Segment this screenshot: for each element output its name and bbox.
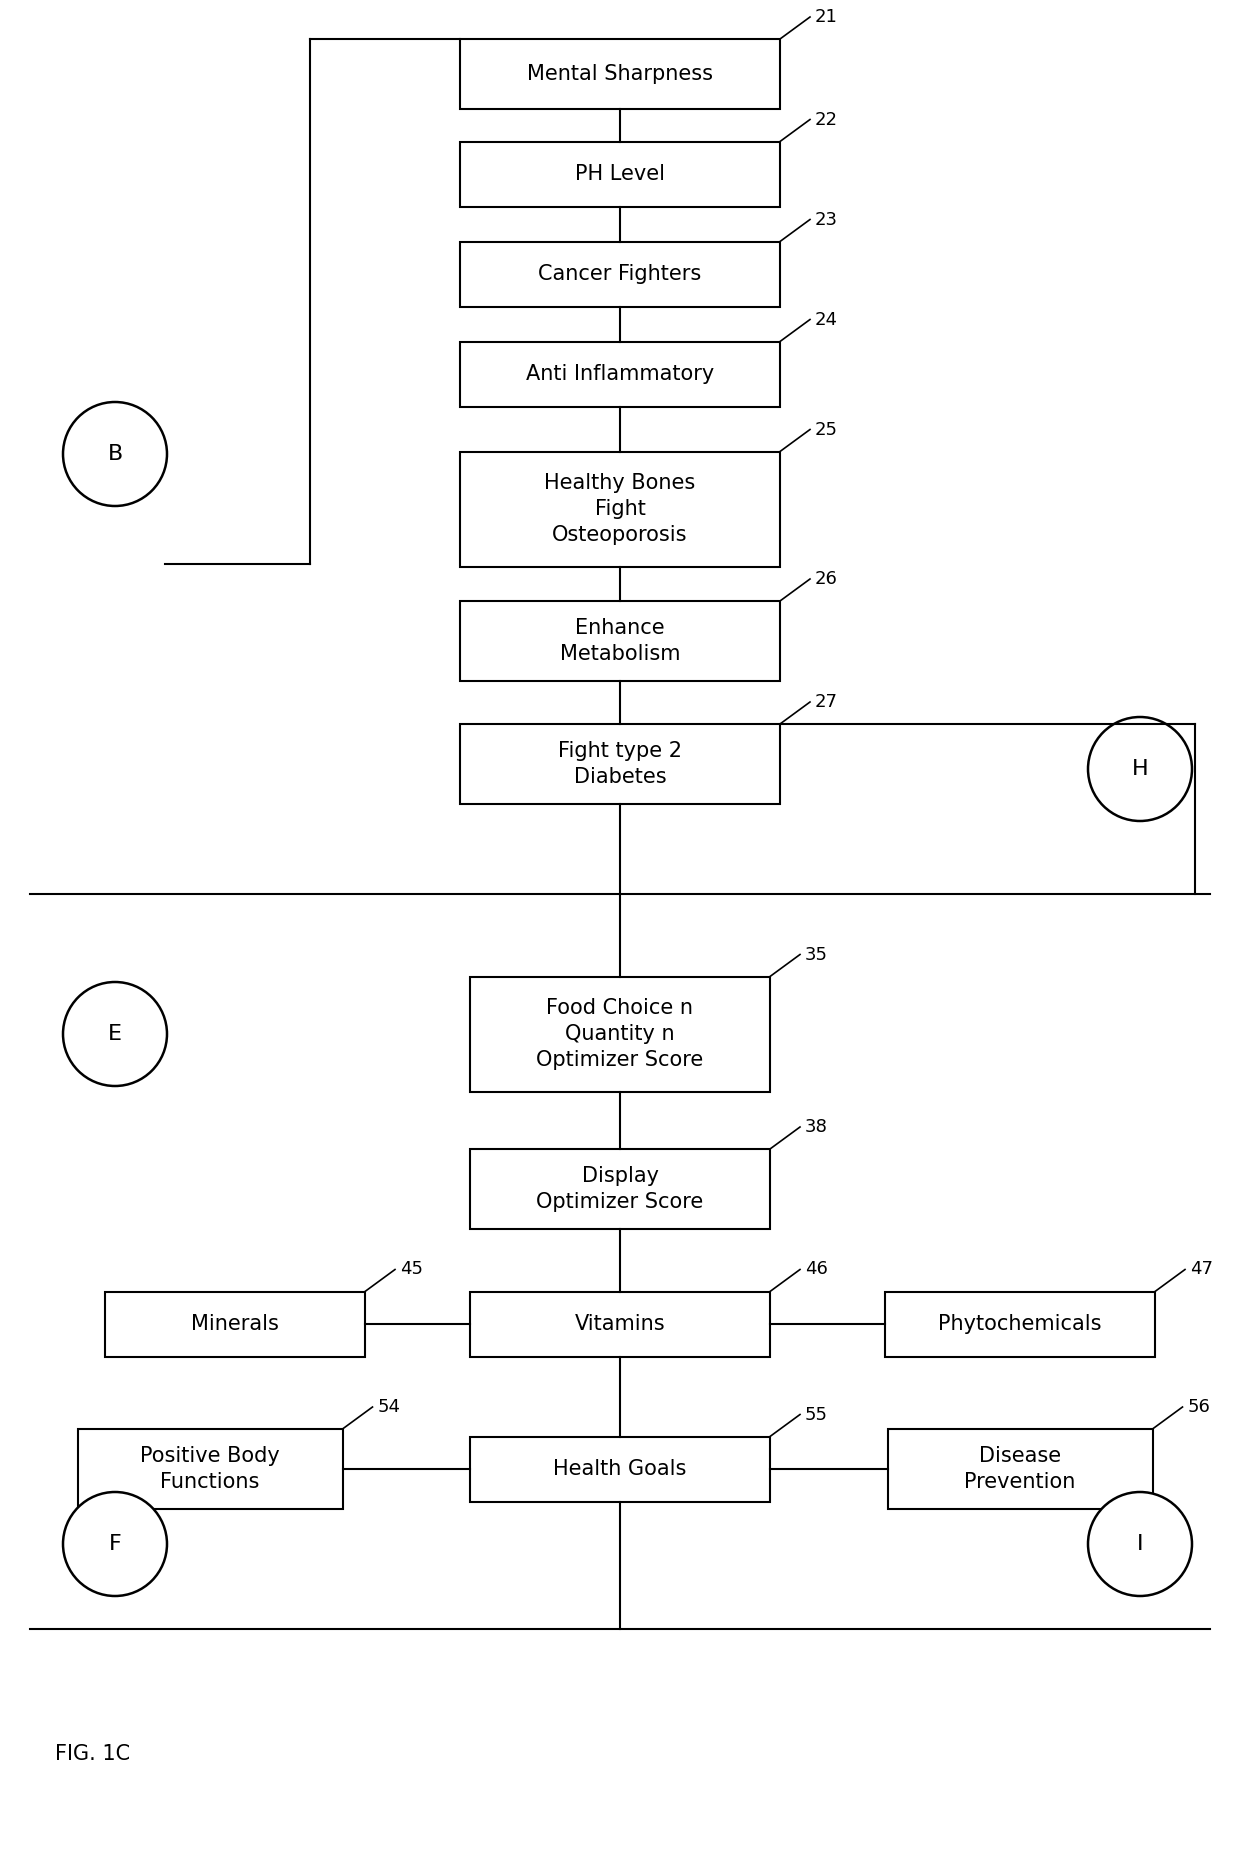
Text: PH Level: PH Level [575,163,665,184]
Text: 38: 38 [805,1118,828,1137]
Bar [885,1292,1154,1357]
Text: Disease
Prevention: Disease Prevention [965,1446,1075,1492]
Bar [105,1292,365,1357]
Ellipse shape [63,983,167,1086]
Bar [888,1429,1152,1509]
Text: 24: 24 [815,310,838,328]
Text: Fight type 2
Diabetes: Fight type 2 Diabetes [558,742,682,788]
Text: Enhance
Metabolism: Enhance Metabolism [559,617,681,664]
Ellipse shape [63,402,167,506]
Text: Positive Body
Functions: Positive Body Functions [140,1446,280,1492]
Bar [460,241,780,306]
Text: Display
Optimizer Score: Display Optimizer Score [537,1166,703,1213]
Text: I: I [1137,1533,1143,1554]
Bar [460,141,780,206]
Bar [470,1437,770,1502]
Bar [470,977,770,1092]
Ellipse shape [1087,717,1192,821]
Text: 27: 27 [815,693,838,710]
Bar [460,452,780,567]
Text: 47: 47 [1190,1261,1213,1279]
Text: 26: 26 [815,569,838,588]
Bar [460,39,780,109]
Bar [460,601,780,680]
Bar [470,1149,770,1229]
Text: 25: 25 [815,421,838,439]
Text: F: F [109,1533,122,1554]
Text: 46: 46 [805,1261,828,1279]
Text: 21: 21 [815,7,838,26]
Bar [460,341,780,406]
Text: 54: 54 [377,1398,401,1416]
Text: 23: 23 [815,211,838,228]
Text: 45: 45 [401,1261,423,1279]
Bar [460,725,780,805]
Text: 56: 56 [1188,1398,1210,1416]
Text: 22: 22 [815,111,838,128]
Text: Food Choice n
Quantity n
Optimizer Score: Food Choice n Quantity n Optimizer Score [537,997,703,1070]
Text: Anti Inflammatory: Anti Inflammatory [526,363,714,384]
Text: B: B [108,443,123,464]
Text: E: E [108,1023,122,1044]
Text: Healthy Bones
Fight
Osteoporosis: Healthy Bones Fight Osteoporosis [544,473,696,545]
Bar [470,1292,770,1357]
Ellipse shape [63,1492,167,1596]
Bar [77,1429,342,1509]
Text: Mental Sharpness: Mental Sharpness [527,65,713,83]
Text: Cancer Fighters: Cancer Fighters [538,263,702,284]
Text: Vitamins: Vitamins [574,1314,666,1335]
Text: Minerals: Minerals [191,1314,279,1335]
Ellipse shape [1087,1492,1192,1596]
Text: Health Goals: Health Goals [553,1459,687,1479]
Text: FIG. 1C: FIG. 1C [55,1745,130,1763]
Text: H: H [1132,758,1148,779]
Text: 55: 55 [805,1405,828,1424]
Text: Phytochemicals: Phytochemicals [939,1314,1102,1335]
Text: 35: 35 [805,946,828,964]
